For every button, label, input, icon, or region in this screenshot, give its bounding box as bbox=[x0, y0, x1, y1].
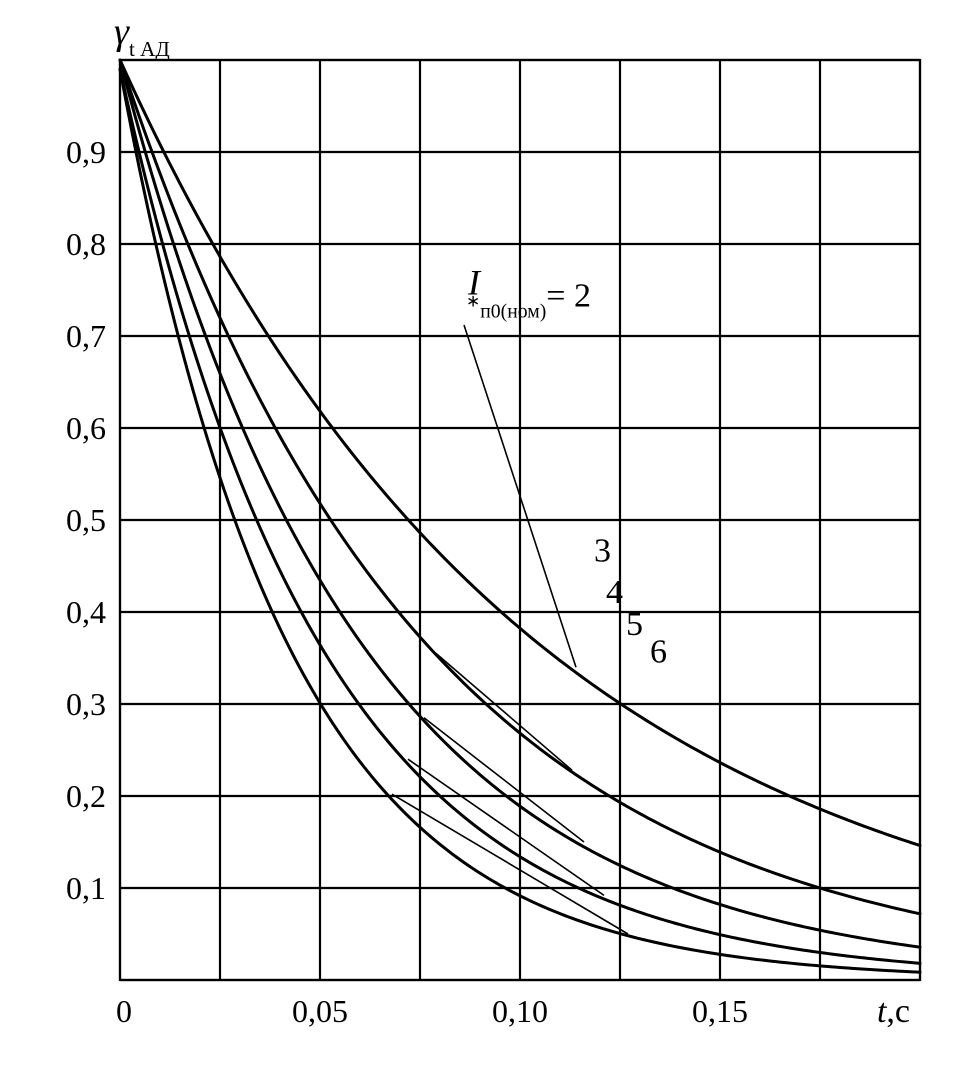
y-tick-label: 0,2 bbox=[66, 778, 106, 814]
y-tick-label: 0,8 bbox=[66, 226, 106, 262]
leader-line-4 bbox=[424, 718, 584, 842]
y-tick-label: 0,6 bbox=[66, 410, 106, 446]
leader-lines: 3 456 bbox=[392, 325, 667, 934]
chart-container: { "chart": { "type": "line", "width": 97… bbox=[0, 0, 970, 1070]
y-tick-label: 0,1 bbox=[66, 870, 106, 906]
grid bbox=[120, 60, 920, 980]
x-tick-label: 0,10 bbox=[492, 993, 548, 1029]
y-tick-label: 0,3 bbox=[66, 686, 106, 722]
x-axis-label: t,с bbox=[877, 993, 910, 1030]
y-tick-label: 0,7 bbox=[66, 318, 106, 354]
parameter-annotation: I∗п0(ном)= 2 bbox=[466, 263, 591, 323]
x-tick-label: 0 bbox=[116, 993, 132, 1029]
y-axis-label: γt АД bbox=[114, 11, 170, 61]
x-tick-label: 0,05 bbox=[292, 993, 348, 1029]
chart-svg: 3 456 0,1 0,2 0,3 0,4 0,5 0,6 0,7 0,8 0,9 0 0,05 0,1… bbox=[0, 0, 970, 1070]
y-tick-label: 0,5 bbox=[66, 502, 106, 538]
leader-line-5 bbox=[408, 759, 604, 895]
curve-label-4: 4 bbox=[606, 574, 623, 611]
curve-label-3: 3 bbox=[594, 532, 611, 569]
curve-label-5: 5 bbox=[626, 606, 643, 643]
y-tick-label: 0,4 bbox=[66, 594, 106, 630]
curve-label-6: 6 bbox=[650, 634, 667, 671]
leader-line-6 bbox=[392, 794, 628, 934]
y-tick-label: 0,9 bbox=[66, 134, 106, 170]
x-tick-label: 0,15 bbox=[692, 993, 748, 1029]
